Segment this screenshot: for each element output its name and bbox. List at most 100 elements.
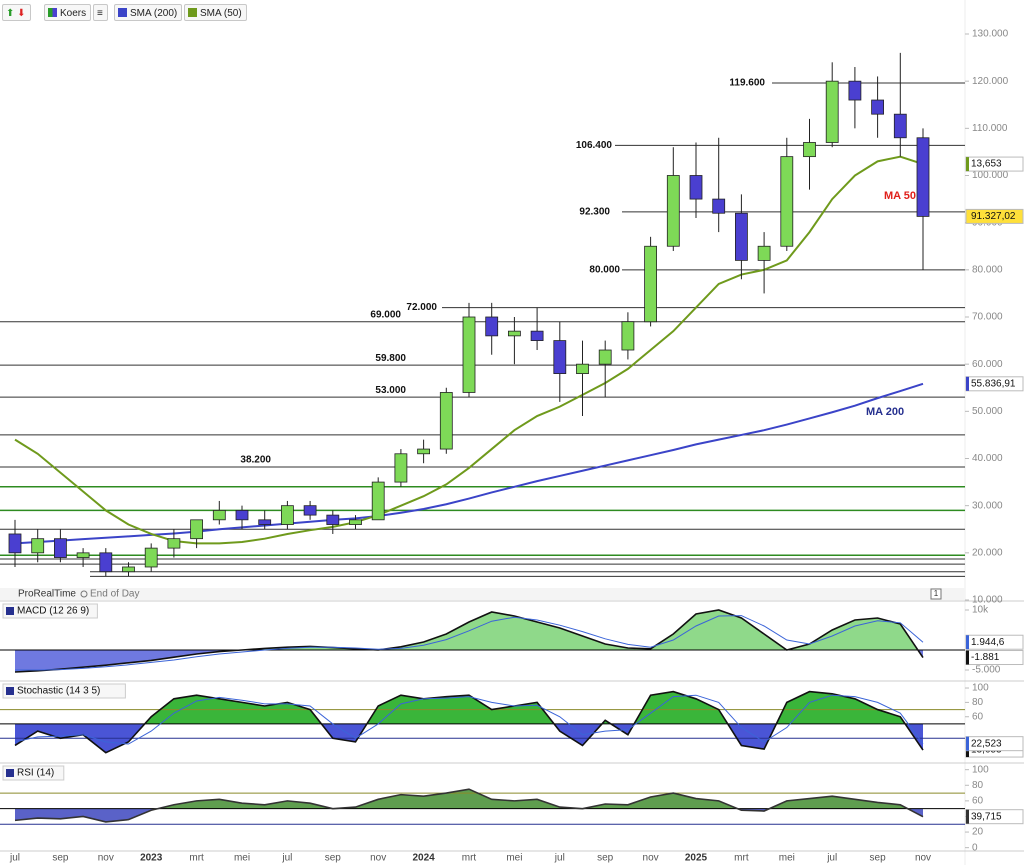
direction-button[interactable]: ⬆ ⬇: [2, 4, 31, 21]
panel-title-icon: [6, 687, 14, 695]
candle-body: [621, 321, 635, 351]
area-below: [15, 808, 923, 822]
candle-body: [326, 514, 340, 525]
x-tick-label: jul: [826, 853, 837, 864]
x-tick-label: sep: [597, 853, 614, 864]
candle-body: [144, 547, 158, 568]
y-tick-label: 120.000: [972, 76, 1009, 87]
panel-title-box: [2, 683, 126, 699]
candle-body: [167, 538, 181, 549]
x-tick-label: jul: [9, 853, 20, 864]
candle-body: [485, 316, 499, 337]
y-tick-label: 130.000: [972, 29, 1009, 40]
x-tick-label: mei: [506, 853, 522, 864]
level-label: 80.000: [589, 264, 620, 275]
candle-body: [893, 113, 907, 139]
x-tick-label: 2023: [140, 853, 163, 864]
page-box[interactable]: [930, 588, 942, 600]
x-tick-label: 2025: [685, 853, 708, 864]
x-tick-label: nov: [370, 853, 386, 864]
y-tick-label: 100: [972, 683, 989, 694]
y-tick-label: 20: [972, 827, 984, 838]
value-tag-marker: [966, 157, 969, 172]
candle-body: [507, 330, 521, 337]
panel-title: Stochastic (14 3 5): [17, 686, 100, 697]
candle-body: [916, 137, 930, 217]
candle-body: [530, 330, 544, 341]
indicator-line: [14, 694, 924, 745]
value-tag-label: 22,523: [971, 738, 1002, 749]
candle-body: [258, 519, 272, 525]
value-tag-label: 13,653: [971, 159, 1002, 170]
indicator-line: [14, 788, 924, 823]
indicator-line: [15, 615, 924, 671]
footer-source: ProRealTime: [18, 589, 76, 600]
indicator-line: [14, 690, 924, 754]
candle-body: [439, 392, 453, 450]
value-tag-label: 55.836,91: [971, 378, 1016, 389]
legend-label: SMA (50): [200, 8, 242, 19]
y-tick-label: -5.000: [972, 665, 1001, 676]
y-tick-label: 100.000: [972, 170, 1009, 181]
candle-body: [871, 99, 884, 115]
candle-body: [666, 175, 680, 247]
candle-body: [303, 505, 317, 516]
y-tick-label: 110.000: [972, 123, 1008, 134]
panel-title-box: [2, 603, 98, 619]
candle-body: [825, 80, 839, 143]
candle-body: [190, 519, 204, 540]
legend-item[interactable]: SMA (200): [114, 4, 183, 21]
y-tick-label: 100: [972, 764, 989, 775]
legend-label: Koers: [60, 8, 87, 19]
area-above: [15, 610, 923, 650]
annotation: MA 200: [866, 406, 904, 418]
candle-body: [76, 552, 90, 558]
value-tag-marker: [966, 650, 969, 665]
candle-body: [598, 349, 612, 365]
sma-line: [14, 382, 924, 545]
y-tick-label: 50.000: [972, 406, 1003, 417]
sma-line: [14, 155, 924, 545]
value-tag-label: 1.944,6: [971, 637, 1005, 648]
panel-title-box: [2, 765, 65, 781]
level-label: 59.800: [375, 353, 406, 364]
legend-item[interactable]: Koers: [44, 4, 92, 21]
footer-icon: [80, 590, 88, 598]
y-tick-label: 80.000: [972, 264, 1003, 275]
y-tick-label: 30.000: [972, 500, 1003, 511]
indicator-line: [14, 609, 924, 673]
footer-bar: [0, 588, 965, 600]
annotation: MA 50: [884, 190, 916, 202]
y-tick-label: 20.000: [972, 547, 1003, 558]
x-tick-label: sep: [52, 853, 69, 864]
x-tick-label: jul: [554, 853, 565, 864]
level-label: 119.600: [729, 78, 765, 89]
candle-body: [780, 156, 794, 247]
area-above: [157, 789, 908, 809]
x-tick-label: 2024: [412, 853, 435, 864]
list-button[interactable]: ≡: [93, 4, 108, 21]
candle-body: [712, 198, 726, 214]
value-tag-marker: [966, 809, 969, 824]
y-tick-label: 0: [972, 842, 978, 853]
candle-body: [8, 533, 22, 554]
x-tick-label: mei: [779, 853, 795, 864]
legend-item[interactable]: SMA (50): [184, 4, 247, 21]
level-label: 72.000: [406, 302, 437, 313]
candle-body: [848, 80, 862, 101]
level-label: 106.400: [576, 140, 613, 151]
x-tick-label: mrt: [189, 853, 204, 864]
x-tick-label: sep: [325, 853, 342, 864]
y-tick-label: 80: [972, 780, 984, 791]
candle-body: [122, 566, 135, 573]
candle-body: [757, 245, 771, 261]
area-above: [15, 691, 923, 724]
level-label: 38.200: [240, 455, 271, 466]
y-tick-label: 70.000: [972, 312, 1003, 323]
y-tick-label: 80: [972, 697, 984, 708]
x-tick-label: nov: [643, 853, 659, 864]
panel-title: MACD (12 26 9): [17, 606, 89, 617]
x-tick-label: nov: [915, 853, 931, 864]
value-tag-marker: [966, 376, 969, 391]
